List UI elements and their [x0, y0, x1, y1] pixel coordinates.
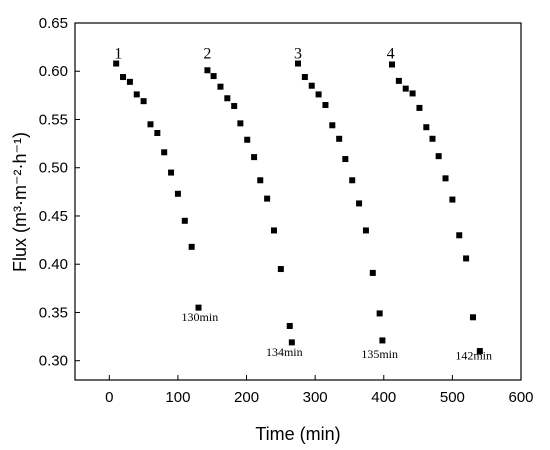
data-point [126, 78, 133, 85]
data-point [288, 339, 295, 346]
data-point [416, 104, 423, 111]
data-point [429, 135, 436, 142]
data-point [154, 129, 161, 136]
data-point [181, 217, 188, 224]
data-point [476, 348, 483, 355]
data-point [188, 243, 195, 250]
data-point [195, 304, 202, 311]
y-tick-label: 0.40 [39, 256, 68, 273]
data-point [469, 314, 476, 321]
duration-annotation: 135min [361, 347, 398, 361]
data-point [277, 266, 284, 273]
x-tick-label: 300 [303, 389, 328, 406]
data-point [113, 60, 120, 67]
data-point [140, 98, 147, 105]
data-point [264, 195, 271, 202]
data-point [389, 61, 396, 68]
data-point [423, 124, 430, 131]
x-tick-label: 200 [234, 389, 259, 406]
duration-annotation: 134min [266, 345, 303, 359]
data-point [349, 177, 356, 184]
data-point [379, 337, 386, 344]
y-tick-label: 0.50 [39, 160, 68, 177]
data-point [210, 73, 217, 80]
chart-labels: 1 2 3 4 130min 134min 135min 142min [114, 46, 492, 363]
data-point [409, 90, 416, 97]
data-point [217, 83, 224, 90]
data-point [237, 120, 244, 127]
duration-annotation: 142min [455, 349, 492, 363]
y-tick-label: 0.35 [39, 304, 68, 321]
data-point [336, 135, 343, 142]
axis-ticks: 0 100 200 300 400 500 600 0.30 0.35 0.40 0.45 0.50 0… [39, 15, 534, 406]
data-point [168, 169, 175, 176]
data-point [322, 102, 329, 109]
data-points [113, 60, 483, 355]
cycle-label: 2 [203, 46, 211, 63]
y-tick-label: 0.30 [39, 353, 68, 370]
data-point [161, 149, 168, 156]
data-point [435, 153, 442, 160]
x-tick-label: 600 [508, 389, 533, 406]
data-point [369, 269, 376, 276]
data-point [147, 121, 154, 128]
y-tick-label: 0.55 [39, 111, 68, 128]
cycle-label: 4 [387, 46, 395, 63]
data-point [257, 177, 264, 184]
plot-frame [74, 22, 522, 381]
x-tick-label: 500 [440, 389, 465, 406]
data-point [286, 322, 293, 329]
data-point [244, 136, 251, 143]
data-point [329, 122, 336, 129]
data-point [231, 102, 238, 109]
data-point [301, 74, 308, 81]
y-tick-label: 0.45 [39, 208, 68, 225]
data-point [342, 156, 349, 163]
data-point [362, 227, 369, 234]
data-point [395, 77, 402, 84]
x-tick-label: 0 [105, 389, 113, 406]
data-point [133, 91, 140, 98]
data-point [456, 232, 463, 239]
data-point [402, 85, 409, 92]
x-tick-label: 400 [371, 389, 396, 406]
data-point [295, 60, 301, 67]
x-tick-label: 100 [165, 389, 190, 406]
data-point [376, 310, 383, 317]
data-point [356, 200, 363, 207]
y-axis-title: Flux (m³·m⁻²·h⁻¹) [10, 132, 30, 272]
y-tick-label: 0.60 [39, 63, 68, 80]
data-point [174, 190, 181, 197]
data-point [224, 95, 231, 102]
data-point [315, 91, 322, 98]
cycle-label: 3 [294, 46, 302, 63]
x-axis-title: Time (min) [255, 424, 340, 444]
data-point [204, 67, 211, 74]
data-point [270, 227, 277, 234]
data-point [442, 175, 449, 182]
cycle-label: 1 [114, 46, 122, 63]
data-point [251, 154, 258, 161]
data-point [449, 196, 456, 203]
data-point [463, 255, 470, 262]
y-tick-label: 0.65 [39, 15, 68, 32]
data-point [308, 82, 315, 89]
data-point [120, 74, 127, 81]
duration-annotation: 130min [182, 310, 219, 324]
